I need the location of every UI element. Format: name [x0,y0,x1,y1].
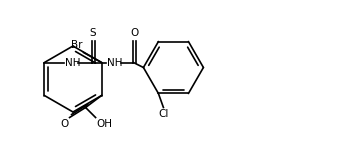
Text: NH: NH [66,58,81,67]
Text: OH: OH [96,118,112,128]
Text: Cl: Cl [158,109,169,119]
Text: Br: Br [71,40,83,51]
Text: O: O [60,118,68,128]
Text: NH: NH [107,58,123,67]
Text: O: O [131,28,139,39]
Text: S: S [89,28,96,39]
